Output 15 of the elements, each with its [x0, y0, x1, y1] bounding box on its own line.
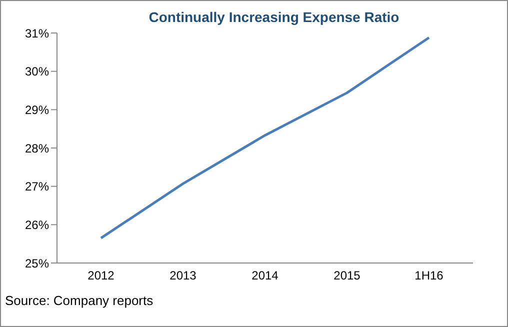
chart-title: Continually Increasing Expense Ratio — [148, 9, 400, 25]
x-tick-label: 1H16 — [414, 268, 444, 283]
source-note: Source: Company reports — [5, 293, 154, 308]
y-tick-label: 26% — [24, 218, 50, 232]
x-tick-label: 2015 — [334, 268, 361, 283]
x-tick-label: 2014 — [252, 268, 279, 283]
x-tick-label: 2013 — [170, 268, 197, 283]
y-tick-label: 25% — [24, 256, 50, 270]
y-tick-label: 30% — [24, 64, 50, 79]
y-tick-label: 28% — [24, 141, 50, 156]
x-tick-label: 2012 — [88, 268, 115, 283]
line-series — [100, 36, 430, 240]
y-tick-label: 27% — [24, 180, 50, 194]
y-tick-label: 29% — [24, 102, 50, 117]
y-tick-label: 31% — [24, 26, 50, 40]
